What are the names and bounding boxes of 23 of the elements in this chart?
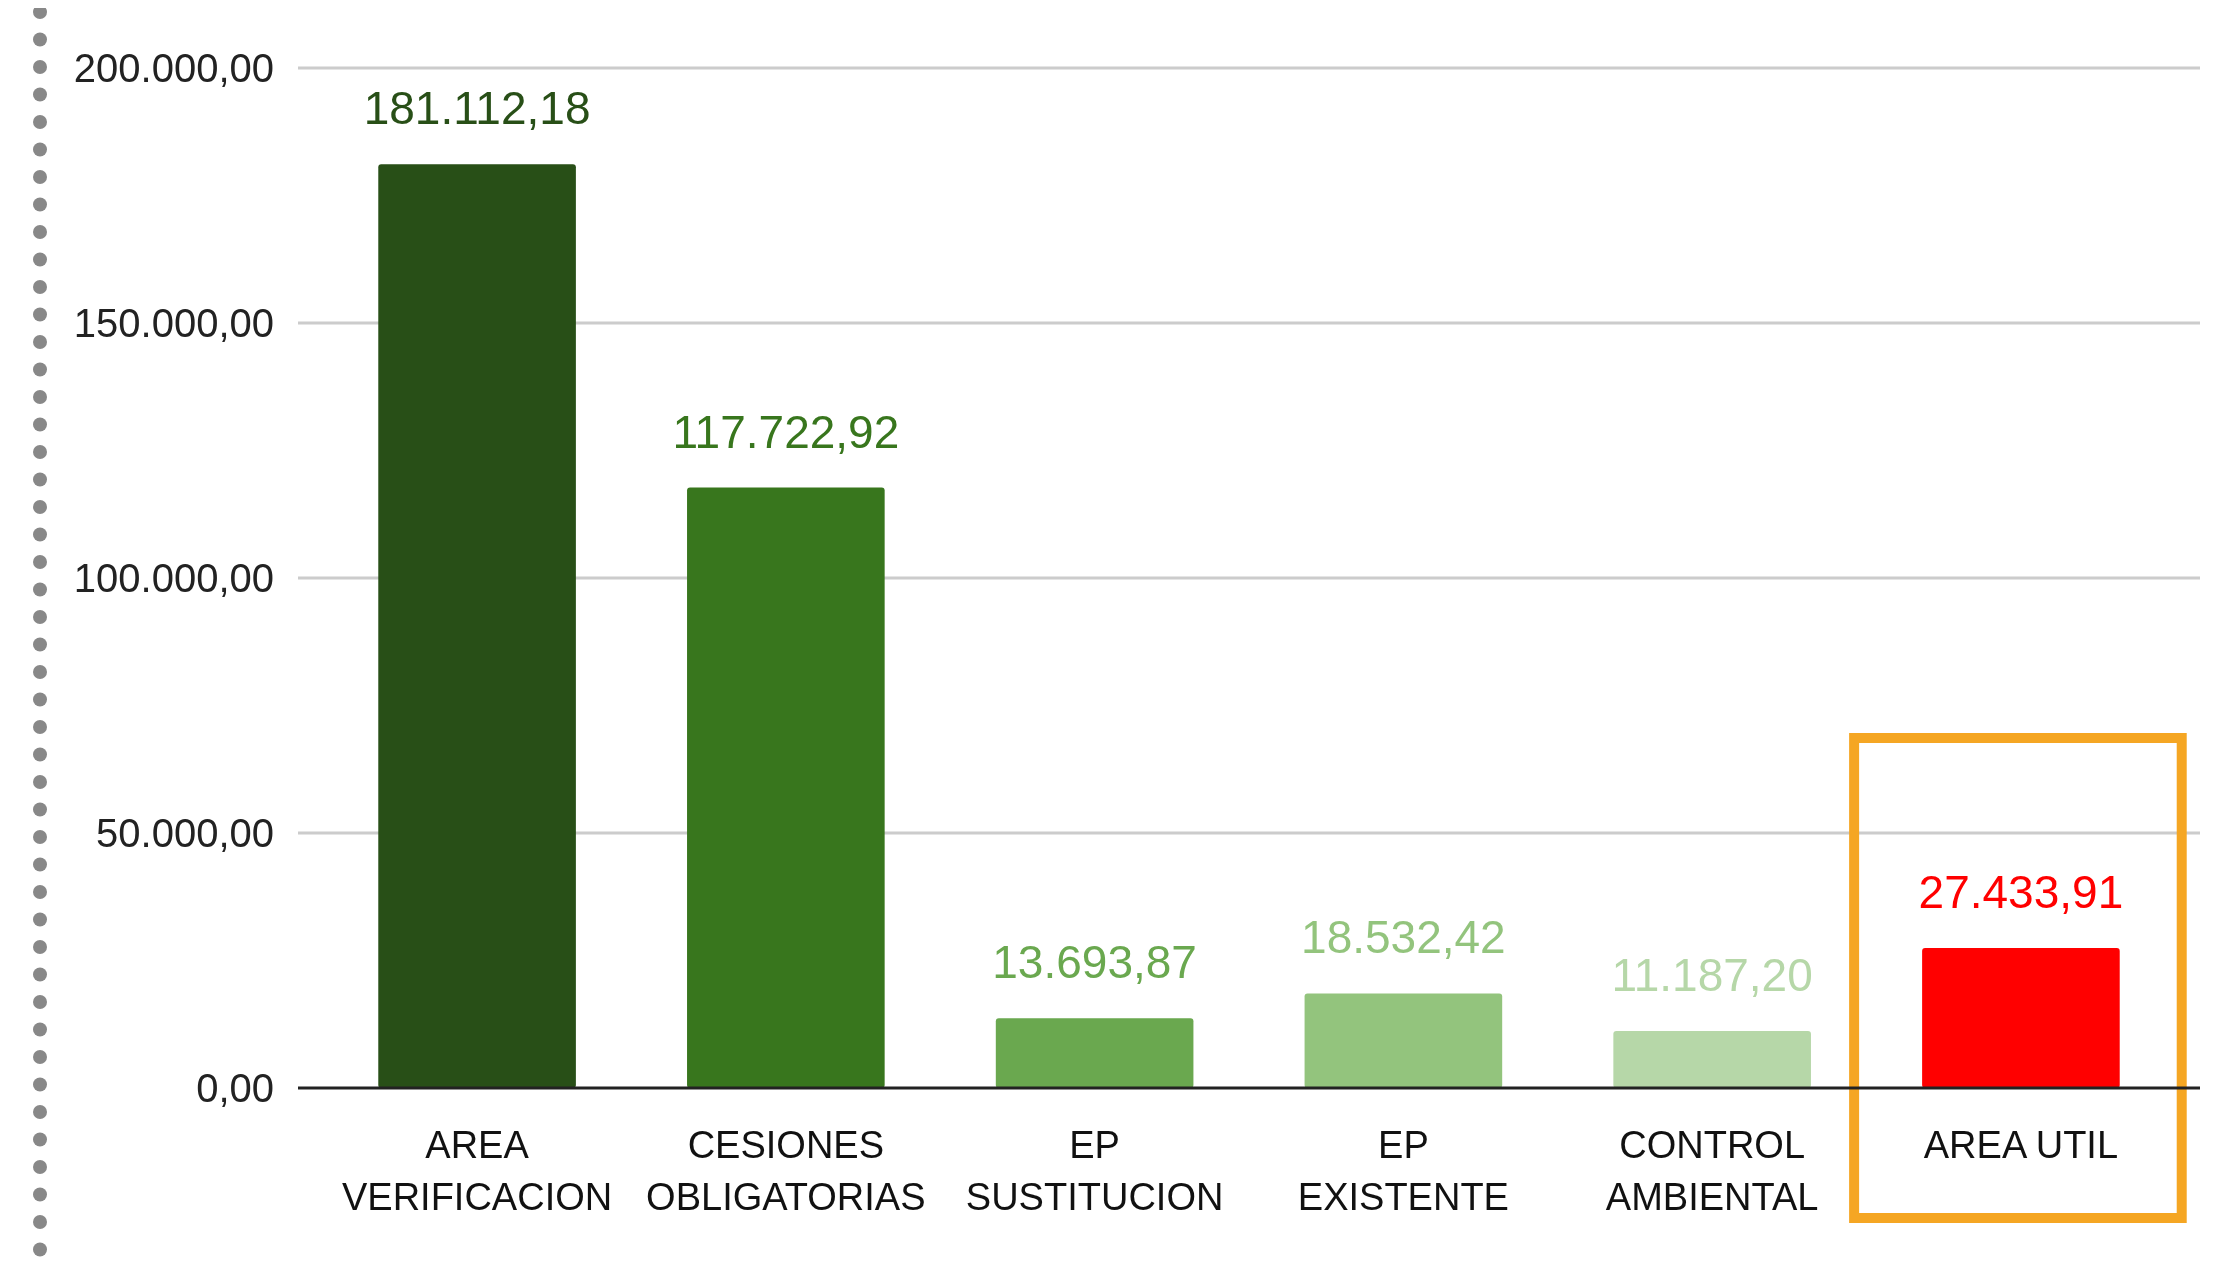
x-tick-label: CESIONES OBLIGATORIAS <box>646 1124 926 1218</box>
bar <box>378 164 576 1088</box>
data-label: 27.433,91 <box>1918 866 2124 919</box>
bar <box>1922 948 2120 1088</box>
y-tick-label: 100.000,00 <box>73 556 274 600</box>
data-label: 13.693,87 <box>992 936 1197 989</box>
data-label: 18.532,42 <box>1301 911 1506 964</box>
x-tick-label: CONTROL AMBIENTAL <box>1605 1124 1819 1218</box>
x-tick-label: AREA UTIL <box>1923 1124 2119 1166</box>
bar <box>1304 993 1503 1088</box>
x-tick-label: EP EXISTENTE <box>1297 1124 1509 1218</box>
data-label: 11.187,20 <box>1611 948 1813 1001</box>
data-label: 181.112,18 <box>363 82 591 135</box>
y-tick-label: 200.000,00 <box>73 46 274 90</box>
x-tick-label: EP SUSTITUCION <box>965 1124 1224 1218</box>
x-tick-label: AREA VERIFICACION <box>341 1124 613 1218</box>
y-tick-label: 50.000,00 <box>96 811 274 855</box>
bar <box>995 1018 1194 1088</box>
bar <box>1613 1030 1811 1088</box>
y-tick-label: 150.000,00 <box>73 301 274 345</box>
data-label: 117.722,92 <box>672 405 900 458</box>
y-tick-label: 0,00 <box>196 1066 274 1110</box>
bar <box>687 487 885 1088</box>
